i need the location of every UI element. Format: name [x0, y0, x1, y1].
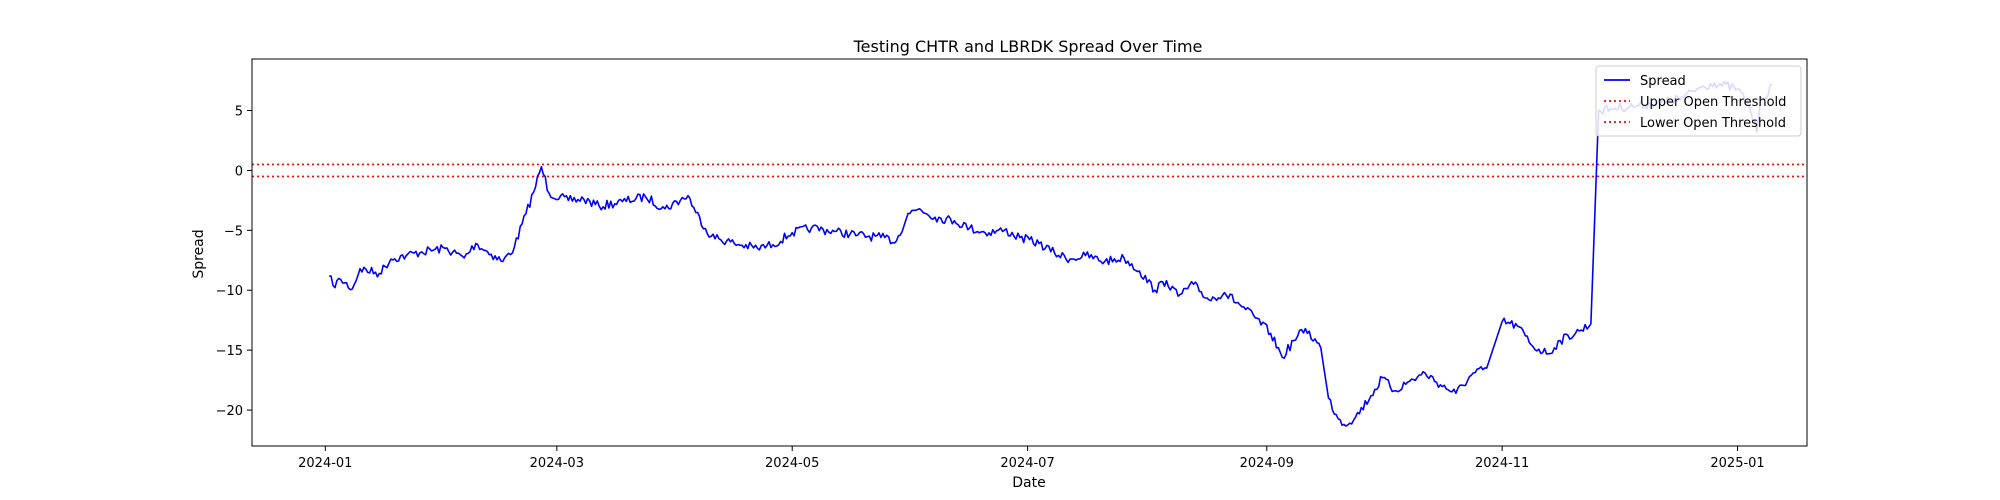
x-tick-label: 2024-11: [1475, 456, 1529, 471]
y-tick-label: 0: [235, 164, 243, 179]
spread-line: [329, 80, 1773, 427]
x-tick-label: 2025-01: [1710, 456, 1764, 471]
plot-frame: [251, 58, 1808, 447]
x-tick-label: 2024-09: [1240, 456, 1294, 471]
x-tick-label: 2024-03: [530, 456, 584, 471]
y-tick-label: −5: [224, 224, 243, 239]
y-axis-label: Spread: [191, 229, 207, 278]
legend-label: Upper Open Threshold: [1640, 95, 1786, 110]
legend-label: Spread: [1640, 74, 1686, 89]
plot-marks: [252, 80, 1807, 427]
y-tick-label: −15: [216, 344, 243, 359]
legend-box: [1595, 65, 1802, 137]
y-tick-label: −10: [216, 284, 243, 299]
legend-label: Lower Open Threshold: [1640, 116, 1786, 131]
x-tick-label: 2024-01: [298, 456, 352, 471]
x-axis: 2024-01 2024-03 2024-05 2024-07 2024-09 2024-…: [298, 446, 1765, 471]
x-tick-label: 2024-07: [1000, 456, 1054, 471]
x-tick-label: 2024-05: [765, 456, 819, 471]
chart-title: Testing CHTR and LBRDK Spread Over Time: [853, 37, 1203, 56]
y-tick-label: −20: [216, 404, 243, 419]
y-axis: 5 0 −5 −10 −15 −20: [216, 105, 252, 419]
x-axis-label: Date: [1012, 475, 1045, 491]
y-tick-label: 5: [235, 105, 243, 120]
legend: Spread Upper Open Threshold Lower Open Thr…: [1595, 65, 1802, 137]
